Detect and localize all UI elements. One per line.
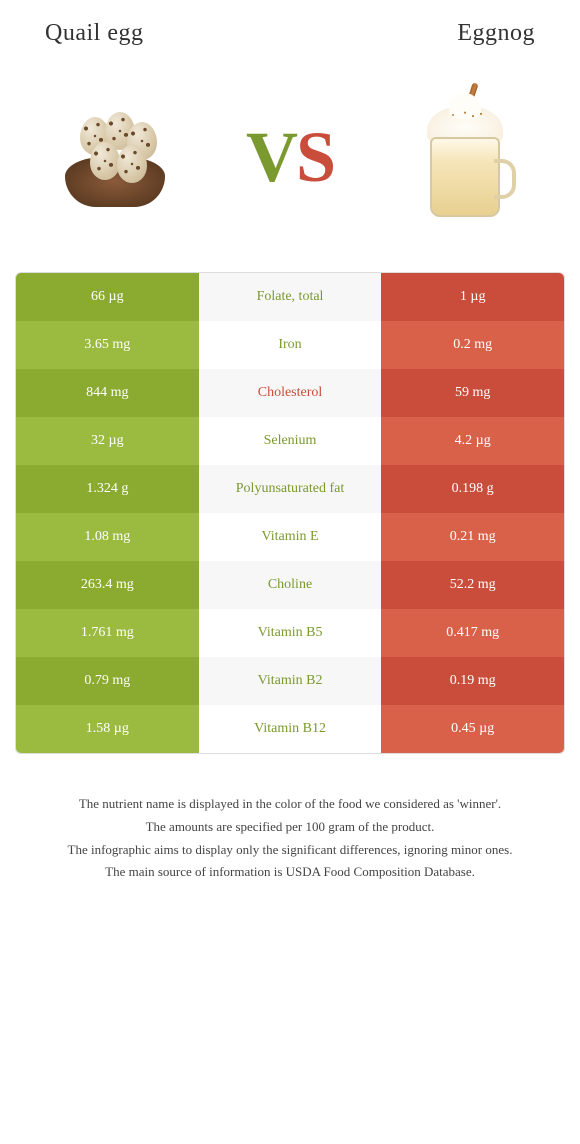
nutrient-label-cell: Cholesterol <box>199 369 382 417</box>
nutrient-label-cell: Vitamin B12 <box>199 705 382 753</box>
header: Quail egg Eggnog <box>15 20 565 47</box>
right-value-cell: 59 mg <box>381 369 564 417</box>
table-row: 263.4 mgCholine52.2 mg <box>16 561 564 609</box>
vs-s-letter: S <box>296 117 334 197</box>
footer-notes: The nutrient name is displayed in the co… <box>15 794 565 883</box>
nutrient-label-cell: Vitamin E <box>199 513 382 561</box>
nutrient-label-cell: Folate, total <box>199 273 382 321</box>
right-value-cell: 1 µg <box>381 273 564 321</box>
right-food-title: Eggnog <box>457 20 535 47</box>
footer-line: The amounts are specified per 100 gram o… <box>35 817 545 838</box>
nutrient-label-cell: Selenium <box>199 417 382 465</box>
right-value-cell: 0.45 µg <box>381 705 564 753</box>
left-value-cell: 1.08 mg <box>16 513 199 561</box>
left-value-cell: 844 mg <box>16 369 199 417</box>
vs-v-letter: V <box>246 117 296 197</box>
footer-line: The nutrient name is displayed in the co… <box>35 794 545 815</box>
table-row: 1.58 µgVitamin B120.45 µg <box>16 705 564 753</box>
footer-line: The infographic aims to display only the… <box>35 840 545 861</box>
comparison-table: 66 µgFolate, total1 µg3.65 mgIron0.2 mg8… <box>15 272 565 754</box>
nutrient-label-cell: Vitamin B5 <box>199 609 382 657</box>
table-row: 66 µgFolate, total1 µg <box>16 273 564 321</box>
left-food-title: Quail egg <box>45 20 143 47</box>
right-value-cell: 4.2 µg <box>381 417 564 465</box>
right-value-cell: 0.417 mg <box>381 609 564 657</box>
left-value-cell: 32 µg <box>16 417 199 465</box>
footer-line: The main source of information is USDA F… <box>35 862 545 883</box>
nutrient-label-cell: Choline <box>199 561 382 609</box>
images-row: VS <box>15 67 565 247</box>
left-value-cell: 3.65 mg <box>16 321 199 369</box>
eggnog-image <box>395 87 535 227</box>
right-value-cell: 0.198 g <box>381 465 564 513</box>
left-value-cell: 66 µg <box>16 273 199 321</box>
table-row: 1.761 mgVitamin B50.417 mg <box>16 609 564 657</box>
left-value-cell: 1.761 mg <box>16 609 199 657</box>
table-row: 1.324 gPolyunsaturated fat0.198 g <box>16 465 564 513</box>
right-value-cell: 0.19 mg <box>381 657 564 705</box>
nutrient-label-cell: Vitamin B2 <box>199 657 382 705</box>
right-value-cell: 0.2 mg <box>381 321 564 369</box>
table-row: 1.08 mgVitamin E0.21 mg <box>16 513 564 561</box>
left-value-cell: 263.4 mg <box>16 561 199 609</box>
left-value-cell: 1.58 µg <box>16 705 199 753</box>
quail-egg-image <box>45 87 185 227</box>
left-value-cell: 0.79 mg <box>16 657 199 705</box>
table-row: 0.79 mgVitamin B20.19 mg <box>16 657 564 705</box>
table-row: 844 mgCholesterol59 mg <box>16 369 564 417</box>
right-value-cell: 52.2 mg <box>381 561 564 609</box>
table-row: 32 µgSelenium4.2 µg <box>16 417 564 465</box>
nutrient-label-cell: Iron <box>199 321 382 369</box>
right-value-cell: 0.21 mg <box>381 513 564 561</box>
left-value-cell: 1.324 g <box>16 465 199 513</box>
nutrient-label-cell: Polyunsaturated fat <box>199 465 382 513</box>
table-row: 3.65 mgIron0.2 mg <box>16 321 564 369</box>
vs-label: VS <box>246 116 334 199</box>
